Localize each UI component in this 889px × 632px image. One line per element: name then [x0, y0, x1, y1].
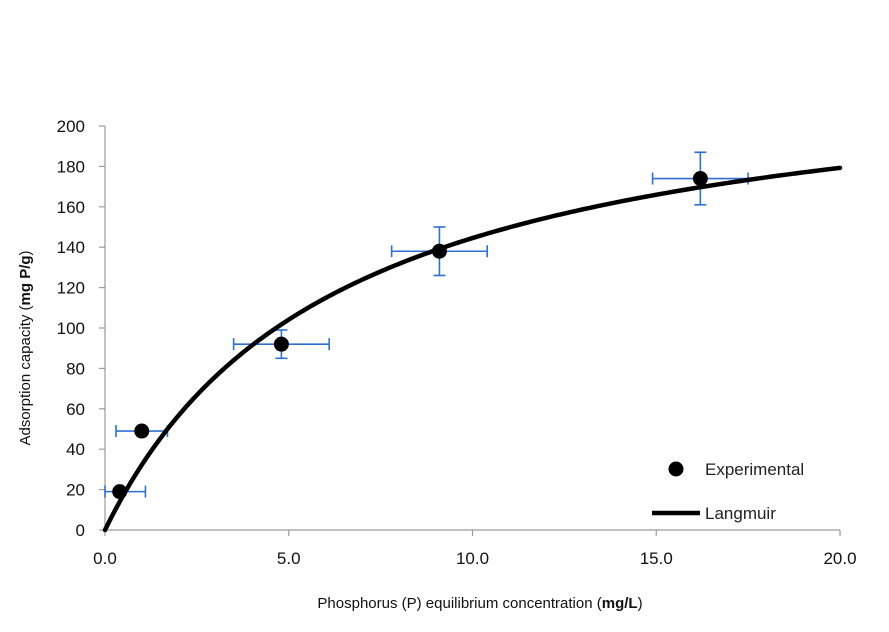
x-tick-label: 5.0	[277, 549, 301, 568]
legend: Experimental Langmuir	[652, 460, 804, 523]
langmuir-curve	[102, 165, 843, 533]
y-tick-label: 100	[57, 319, 85, 338]
y-tick-label: 40	[66, 440, 85, 459]
y-tick-label: 180	[57, 157, 85, 176]
error-bars	[104, 151, 749, 498]
y-tick-label: 160	[57, 198, 85, 217]
data-point	[273, 336, 289, 352]
data-point	[134, 423, 150, 439]
y-tick-label: 200	[57, 117, 85, 136]
x-axis-label: Phosphorus (P) equilibrium concentration…	[317, 595, 642, 612]
legend-marker-experimental	[668, 461, 684, 477]
data-point	[431, 243, 447, 259]
y-tick-label: 20	[66, 481, 85, 500]
y-axis-label: Adsorption capacity (mg P/g)	[17, 250, 34, 445]
y-tick-label: 120	[57, 279, 85, 298]
y-ticks: 0 20 40 60 80 100 120 140 160 180 200	[57, 117, 105, 540]
x-tick-label: 0.0	[93, 549, 117, 568]
x-tick-label: 20.0	[823, 549, 856, 568]
y-tick-label: 140	[57, 238, 85, 257]
y-tick-label: 0	[76, 521, 85, 540]
data-point	[692, 171, 708, 187]
experimental-points	[112, 171, 708, 500]
x-tick-label: 10.0	[456, 549, 489, 568]
legend-label-langmuir: Langmuir	[705, 504, 776, 523]
legend-label-experimental: Experimental	[705, 460, 804, 479]
y-tick-label: 60	[66, 400, 85, 419]
data-point	[112, 484, 128, 500]
y-tick-label: 80	[66, 359, 85, 378]
x-tick-label: 15.0	[640, 549, 673, 568]
x-ticks: 0.0 5.0 10.0 15.0 20.0	[93, 530, 857, 568]
